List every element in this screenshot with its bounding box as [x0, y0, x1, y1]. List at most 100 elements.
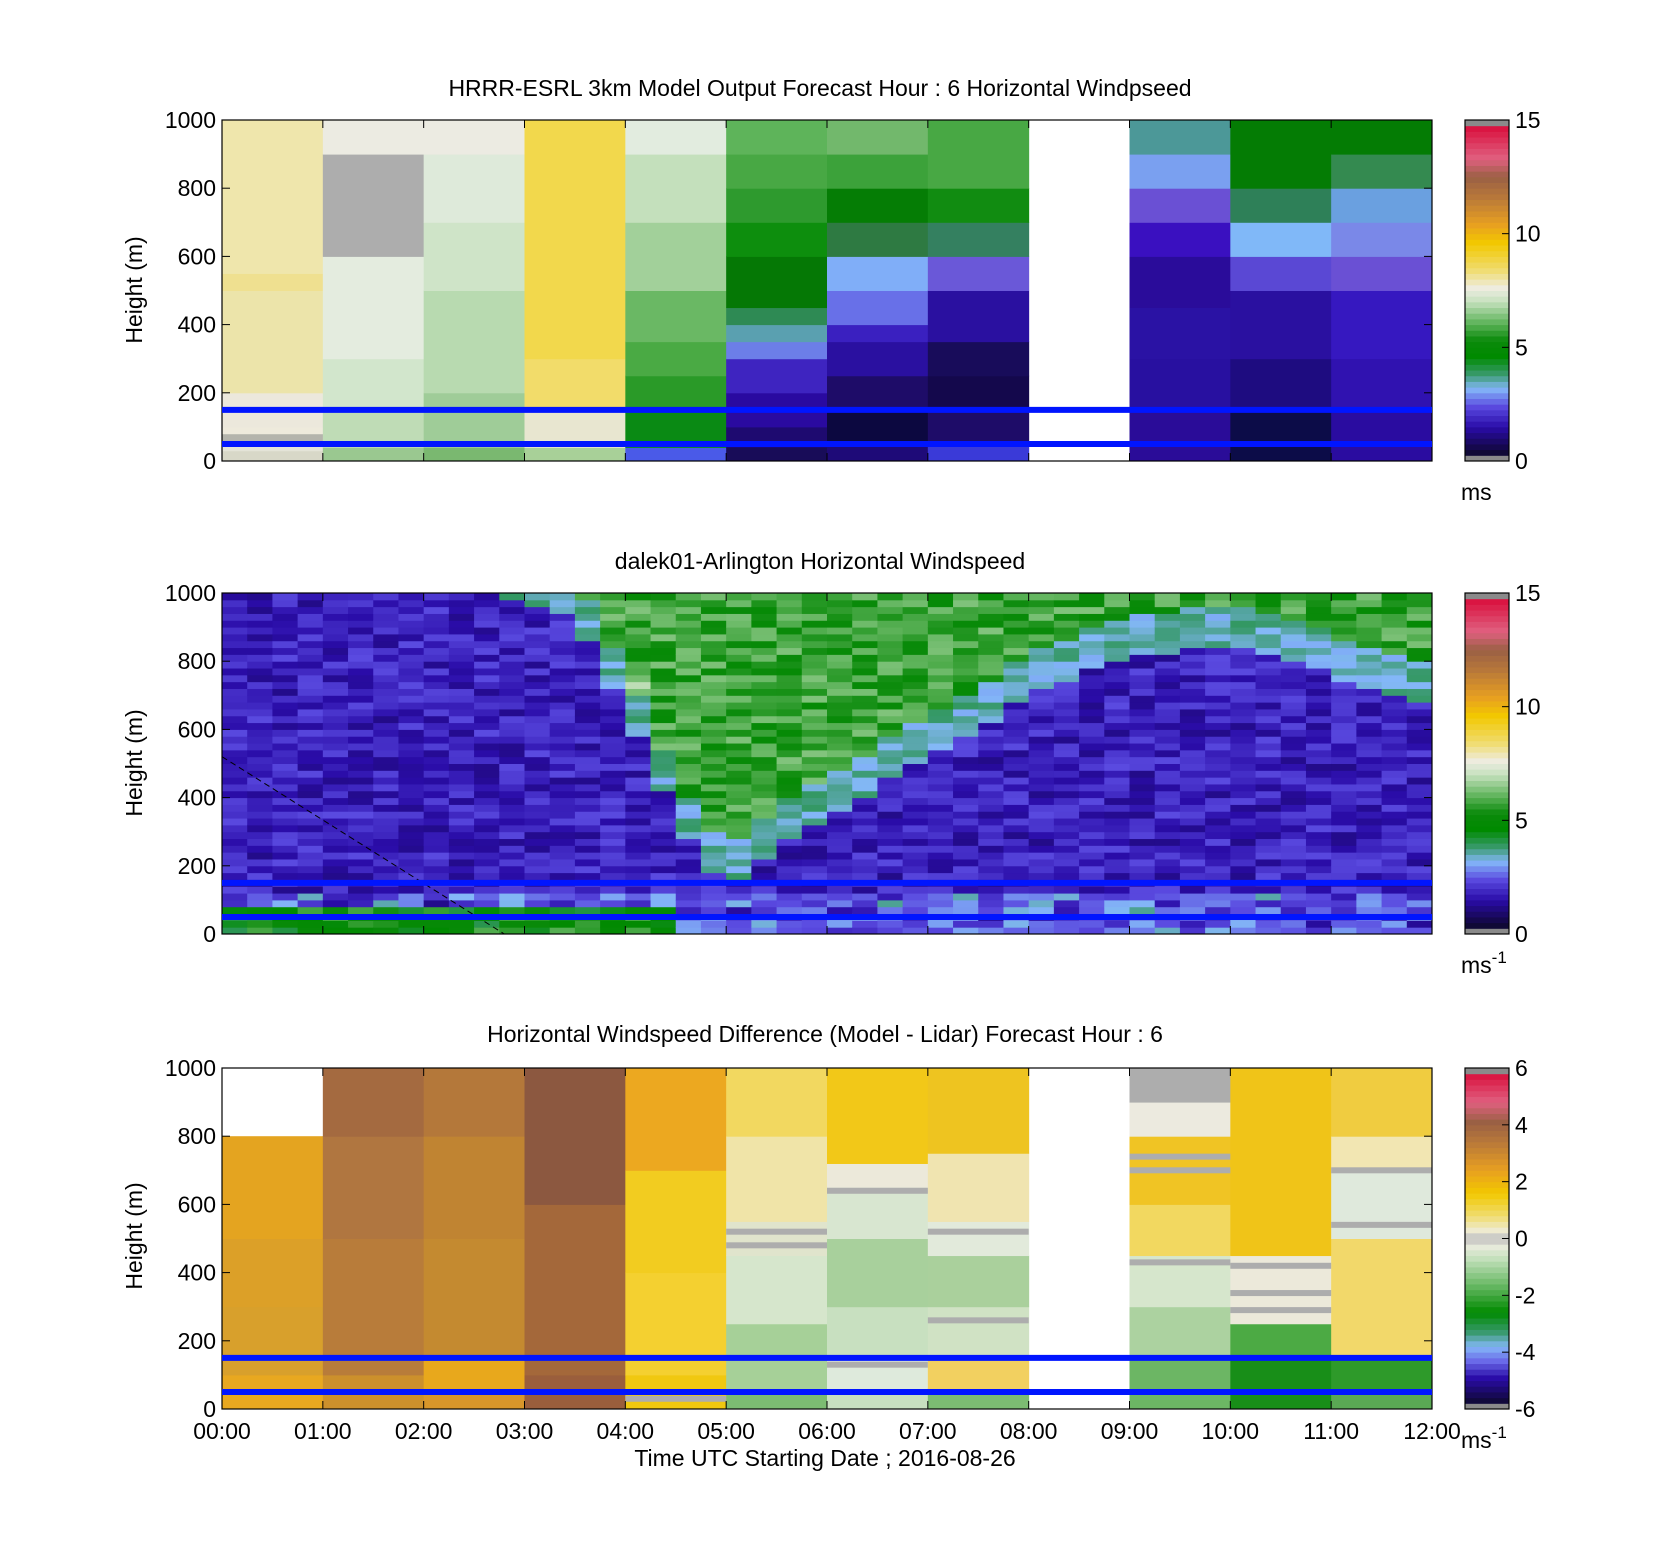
heatmap-cell — [272, 674, 299, 683]
heatmap-cell — [1154, 702, 1181, 710]
heatmap-cell — [373, 695, 399, 703]
heatmap-cell — [448, 688, 475, 696]
heatmap-cell — [877, 824, 904, 833]
heatmap-cell — [953, 777, 979, 785]
heatmap-cell — [1230, 256, 1332, 291]
heatmap-cell — [1079, 920, 1105, 928]
heatmap-cell — [373, 599, 399, 608]
heatmap-cell — [978, 886, 1004, 894]
heatmap-cell — [1356, 804, 1383, 812]
heatmap-cell — [801, 606, 828, 614]
heatmap-cell — [1406, 593, 1433, 601]
heatmap-cell — [322, 770, 349, 778]
heatmap-cell — [474, 593, 500, 601]
heatmap-cell — [1003, 852, 1030, 860]
heatmap-cell — [1179, 736, 1206, 744]
heatmap-cell — [398, 613, 425, 621]
heatmap-cell — [1104, 824, 1130, 833]
heatmap-cell — [751, 783, 778, 792]
heatmap-cell — [625, 647, 652, 655]
heatmap-cell — [852, 865, 878, 874]
heatmap-cell — [625, 845, 652, 853]
colorbar-swatch — [1465, 313, 1509, 320]
heatmap-cell — [322, 1068, 425, 1137]
heatmap-cell — [348, 872, 374, 880]
heatmap-cell — [1104, 599, 1130, 608]
heatmap-cell — [549, 872, 576, 880]
heatmap-cell — [272, 722, 299, 730]
heatmap-cell — [247, 872, 273, 880]
heatmap-cell — [1356, 715, 1383, 724]
heatmap-cell — [902, 688, 929, 696]
heatmap-cell — [322, 777, 349, 785]
heatmap-cell — [1129, 647, 1156, 655]
heatmap-cell — [549, 756, 576, 764]
heatmap-cell — [524, 899, 551, 908]
panel-title: dalek01-Arlington Horizontal Windspeed — [615, 548, 1025, 574]
heatmap-cell — [448, 729, 475, 737]
heatmap-cell — [1079, 633, 1105, 642]
heatmap-cell — [222, 681, 248, 689]
heatmap-cell — [1381, 777, 1408, 785]
heatmap-cell — [1079, 852, 1105, 860]
heatmap-cell — [423, 633, 450, 642]
heatmap-cell — [574, 674, 601, 683]
heatmap-cell — [1381, 763, 1408, 771]
heatmap-cell — [322, 893, 349, 901]
heatmap-cell — [574, 824, 601, 833]
heatmap-cell — [272, 783, 299, 792]
heatmap-cell — [322, 811, 349, 819]
heatmap-cell — [348, 783, 374, 792]
heatmap-cell — [398, 749, 425, 758]
heatmap-cell — [1230, 872, 1257, 880]
heatmap-cell — [1406, 722, 1433, 730]
heatmap-cell — [1028, 818, 1055, 826]
heatmap-cell — [222, 818, 248, 826]
heatmap-cell — [1028, 708, 1055, 717]
heatmap-cell — [549, 654, 576, 662]
heatmap-cell — [1381, 920, 1408, 928]
heatmap-cell — [1028, 613, 1055, 621]
heatmap-cell — [1255, 606, 1282, 614]
heatmap-cell — [448, 886, 475, 894]
heatmap-cell — [978, 661, 1004, 669]
colorbar-swatch — [1465, 1357, 1509, 1365]
heatmap-cell — [574, 858, 601, 867]
heatmap-cell — [1255, 811, 1282, 819]
heatmap-cell — [675, 838, 702, 846]
heatmap-cell — [1205, 797, 1231, 805]
colorbar-swatch — [1465, 1386, 1509, 1393]
heatmap-cell — [902, 668, 929, 676]
colorbar-swatch — [1465, 843, 1509, 850]
heatmap-cell — [625, 613, 652, 621]
heatmap-cell — [1079, 804, 1105, 812]
heatmap-cell — [1255, 640, 1282, 649]
heatmap-cell — [776, 708, 803, 717]
heatmap-cell — [1154, 845, 1181, 853]
heatmap-cell — [978, 756, 1004, 764]
heatmap-cell — [1003, 872, 1030, 880]
heatmap-cell — [801, 756, 828, 764]
heatmap-cell — [1003, 845, 1030, 853]
heatmap-cell — [322, 599, 349, 608]
colorbar-swatch — [1465, 1397, 1509, 1404]
heatmap-cell — [927, 824, 954, 833]
heatmap-cell — [1230, 633, 1257, 642]
heatmap-cell — [1356, 770, 1383, 778]
heatmap-cell — [222, 797, 248, 805]
heatmap-cell — [751, 777, 778, 785]
heatmap-cell — [776, 599, 803, 608]
heatmap-cell — [1179, 708, 1206, 717]
heatmap-cell — [272, 831, 299, 840]
heatmap-cell — [801, 661, 828, 669]
heatmap-cell — [499, 886, 525, 894]
heatmap-cell — [398, 797, 425, 805]
heatmap-cell — [1255, 654, 1282, 662]
heatmap-cell — [776, 845, 803, 853]
heatmap-cell — [675, 620, 702, 628]
heatmap-cell — [827, 443, 929, 462]
heatmap-cell — [1205, 715, 1231, 724]
heatmap-cell — [1331, 627, 1357, 635]
heatmap-cell — [1129, 1306, 1231, 1359]
heatmap-cell — [827, 702, 853, 710]
